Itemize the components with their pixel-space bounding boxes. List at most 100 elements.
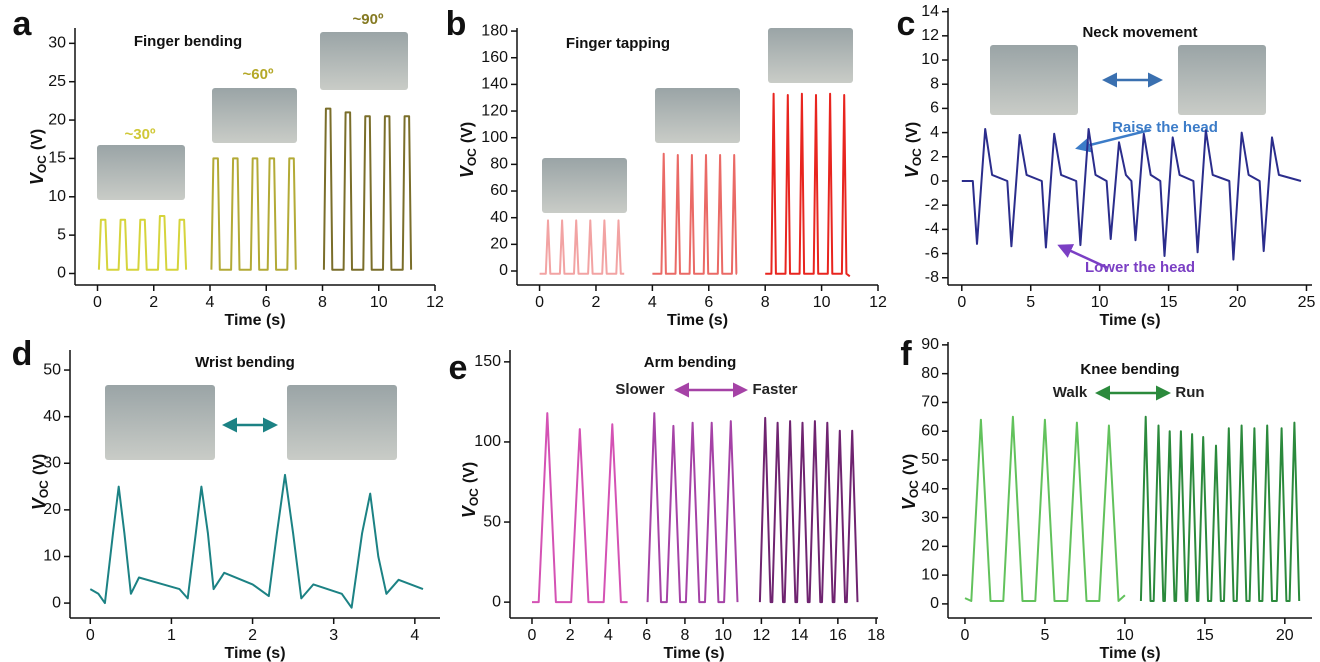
- x-tick-label: 12: [869, 294, 887, 311]
- y-tick-label: 40: [43, 408, 61, 425]
- panel-letter: a: [13, 5, 33, 43]
- y-tick-label: -8: [925, 269, 939, 286]
- signal-line: [90, 475, 423, 608]
- y-tick-label: 50: [921, 451, 939, 468]
- signal-line: [1141, 417, 1299, 601]
- x-axis-label: Time (s): [663, 645, 724, 662]
- y-tick-label: -2: [925, 196, 939, 213]
- signal-line: [99, 216, 186, 270]
- x-tick-label: 4: [648, 294, 657, 311]
- y-axis-label: VOC(V): [457, 122, 479, 178]
- y-tick-label: 90: [921, 336, 939, 353]
- y-tick-label: 30: [921, 509, 939, 526]
- panel-title: Wrist bending: [195, 354, 295, 371]
- photo: [655, 88, 740, 143]
- x-tick-label: 14: [791, 627, 809, 644]
- y-tick-label: 160: [481, 49, 508, 66]
- y-tick-label: 100: [481, 129, 508, 146]
- y-tick-label: 50: [43, 361, 61, 378]
- y-tick-label: 15: [48, 150, 66, 167]
- annotation: Lower the head: [1085, 259, 1195, 276]
- y-tick-label: -4: [925, 221, 939, 238]
- y-tick-label: 0: [930, 172, 939, 189]
- y-axis-label: VOC(V): [27, 129, 49, 185]
- y-tick-label: 25: [48, 73, 66, 90]
- y-tick-label: 40: [921, 480, 939, 497]
- y-tick-label: 80: [490, 156, 508, 173]
- y-tick-label: 20: [921, 538, 939, 555]
- x-tick-label: 5: [1026, 294, 1035, 311]
- y-label-unit: (V): [901, 454, 918, 475]
- x-tick-label: 2: [592, 294, 601, 311]
- photo: [768, 28, 853, 83]
- x-axis-label: Time (s): [667, 312, 728, 329]
- y-tick-label: 100: [474, 433, 501, 450]
- y-label-subscript: OC: [907, 480, 921, 498]
- annotation: ~60º: [243, 66, 274, 83]
- x-tick-label: 0: [528, 627, 537, 644]
- x-tick-label: 12: [752, 627, 770, 644]
- signal-line: [965, 417, 1125, 601]
- y-tick-label: 40: [490, 209, 508, 226]
- y-tick-label: 5: [57, 226, 66, 243]
- signal-line: [652, 154, 737, 274]
- figure: 024681012051015202530Time (s)VOC(V)aFing…: [0, 0, 1320, 662]
- annotation: Slower: [615, 381, 664, 398]
- y-tick-label: 20: [490, 236, 508, 253]
- y-label-unit: (V): [29, 129, 46, 150]
- y-tick-label: 0: [499, 262, 508, 279]
- y-label-subscript: OC: [37, 480, 51, 498]
- y-tick-label: 30: [48, 35, 66, 52]
- x-tick-label: 16: [829, 627, 847, 644]
- x-tick-label: 6: [704, 294, 713, 311]
- y-label-unit: (V): [461, 462, 478, 483]
- x-tick-label: 8: [680, 627, 689, 644]
- annotation: ~90º: [353, 11, 384, 28]
- signal-line: [540, 220, 625, 273]
- y-tick-label: 10: [48, 188, 66, 205]
- signal-line: [324, 109, 411, 270]
- y-tick-label: 180: [481, 22, 508, 39]
- x-tick-label: 0: [960, 627, 969, 644]
- photo: [542, 158, 627, 213]
- x-tick-label: 20: [1229, 294, 1247, 311]
- y-tick-label: 70: [921, 394, 939, 411]
- y-tick-label: -6: [925, 245, 939, 262]
- panel-title: Knee bending: [1080, 361, 1179, 378]
- photo: [212, 88, 297, 143]
- y-tick-label: 2: [930, 148, 939, 165]
- panel-letter: f: [900, 335, 912, 373]
- y-tick-label: 80: [921, 365, 939, 382]
- photo: [105, 385, 215, 460]
- y-axis-label: VOC(V): [29, 454, 51, 510]
- y-tick-label: 10: [921, 566, 939, 583]
- y-label-subscript: OC: [910, 148, 924, 166]
- x-tick-label: 10: [370, 294, 388, 311]
- x-tick-label: 10: [1091, 294, 1109, 311]
- x-tick-label: 2: [248, 627, 257, 644]
- x-axis-label: Time (s): [224, 312, 285, 329]
- x-tick-label: 2: [566, 627, 575, 644]
- x-tick-label: 5: [1040, 627, 1049, 644]
- y-tick-label: 10: [921, 51, 939, 68]
- signal-line: [760, 418, 858, 602]
- x-tick-label: 25: [1298, 294, 1316, 311]
- signal-line: [962, 129, 1301, 260]
- x-tick-label: 1: [167, 627, 176, 644]
- x-tick-label: 4: [410, 627, 419, 644]
- photo: [97, 145, 185, 200]
- y-label-subscript: OC: [465, 148, 479, 166]
- y-label-subscript: OC: [35, 155, 49, 173]
- y-label-subscript: OC: [467, 488, 481, 506]
- annotation: Raise the head: [1112, 119, 1218, 136]
- y-tick-label: 10: [43, 548, 61, 565]
- signal-line: [532, 413, 628, 602]
- x-tick-label: 4: [604, 627, 613, 644]
- y-tick-label: 12: [921, 27, 939, 44]
- x-tick-label: 15: [1160, 294, 1178, 311]
- annotation: Walk: [1053, 384, 1088, 401]
- panel-title: Finger tapping: [566, 35, 670, 52]
- signal-line: [765, 94, 850, 277]
- signal-line: [648, 413, 738, 602]
- x-axis-label: Time (s): [1099, 645, 1160, 662]
